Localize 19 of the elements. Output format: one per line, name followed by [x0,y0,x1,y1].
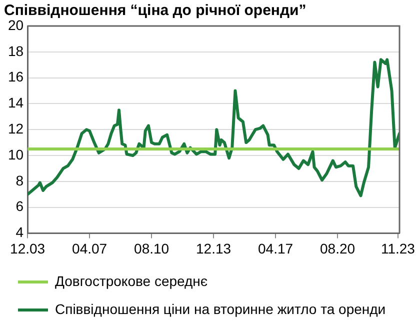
y-tick-label: 12 [8,120,24,136]
legend-label: Довгострокове середнє [55,272,208,289]
y-tick-label: 18 [8,42,24,59]
y-tick-label: 6 [16,198,24,214]
x-tick-label: 04.07 [72,240,108,256]
x-tick-label: 11.23 [380,240,416,256]
x-tick-label: 12.13 [196,240,232,256]
chart-title: Співвідношення “ціна до річної оренди” [4,2,306,20]
x-tick-label: 08.20 [320,240,356,256]
x-tick-label: 08.10 [134,240,170,256]
y-tick-label: 10 [8,146,24,162]
y-tick-label: 4 [16,224,24,240]
y-tick-label: 14 [8,94,24,111]
legend-label: Співвідношення ціни на вторинне житло та оренди [55,300,386,317]
x-tick-label: 04.17 [258,240,294,256]
x-tick-label: 12.03 [10,240,46,256]
y-tick-label: 16 [8,68,24,85]
y-tick-label: 20 [8,16,24,33]
y-tick-label: 8 [16,172,24,188]
